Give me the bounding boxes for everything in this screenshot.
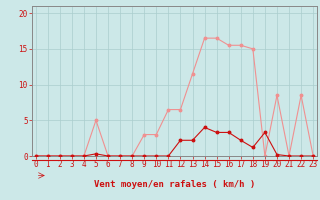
X-axis label: Vent moyen/en rafales ( km/h ): Vent moyen/en rafales ( km/h ) bbox=[94, 180, 255, 189]
